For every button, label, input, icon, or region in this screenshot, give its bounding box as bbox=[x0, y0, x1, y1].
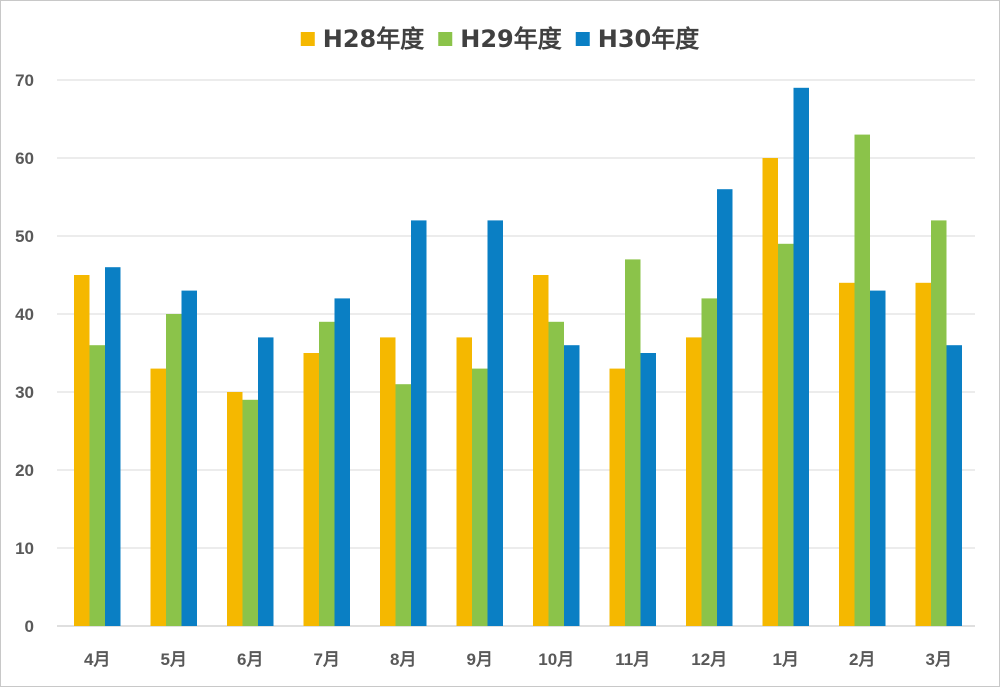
legend-label: H29年度 bbox=[460, 25, 562, 53]
bar-H30年度-1月 bbox=[793, 87, 809, 627]
bar-H29年度-10月 bbox=[548, 321, 564, 626]
legend-swatch bbox=[438, 32, 453, 46]
bar-H30年度-5月 bbox=[181, 290, 197, 626]
legend-item: H29年度 bbox=[438, 25, 563, 53]
legend-item: H28年度 bbox=[300, 25, 425, 53]
bar-H30年度-2月 bbox=[870, 290, 886, 626]
bar-H28年度-8月 bbox=[380, 337, 396, 626]
y-tick-label: 20 bbox=[15, 461, 34, 480]
x-tick-label: 10月 bbox=[538, 650, 574, 669]
bar-H29年度-9月 bbox=[472, 368, 488, 626]
bar-H30年度-7月 bbox=[334, 298, 350, 626]
bar-H28年度-11月 bbox=[609, 368, 625, 626]
bar-H28年度-6月 bbox=[227, 392, 243, 626]
bar-H28年度-1月 bbox=[762, 158, 778, 626]
bar-H29年度-1月 bbox=[778, 243, 794, 627]
bar-H30年度-9月 bbox=[487, 220, 503, 626]
bar-H29年度-12月 bbox=[701, 298, 717, 626]
bar-H30年度-6月 bbox=[258, 337, 274, 626]
legend-label: H30年度 bbox=[598, 25, 700, 53]
y-tick-label: 40 bbox=[15, 305, 34, 324]
bar-H28年度-7月 bbox=[303, 353, 319, 626]
bar-H30年度-12月 bbox=[717, 189, 733, 626]
x-axis-ticks: 4月 5月 6月 7月 8月 9月 10月 11月 12月 1月 2月 3月 bbox=[84, 650, 952, 669]
bar-H28年度-2月 bbox=[839, 282, 855, 626]
y-tick-label: 60 bbox=[15, 149, 34, 168]
bar-H30年度-4月 bbox=[105, 267, 121, 626]
x-tick-label: 11月 bbox=[615, 650, 650, 669]
bar-H28年度-4月 bbox=[74, 275, 90, 626]
bar-H29年度-7月 bbox=[319, 321, 335, 626]
bar-H28年度-3月 bbox=[915, 282, 931, 626]
y-tick-label: 0 bbox=[25, 617, 34, 636]
legend-swatch bbox=[575, 32, 590, 46]
bar-H29年度-8月 bbox=[395, 384, 411, 626]
bar-H29年度-6月 bbox=[242, 399, 258, 626]
bar-H29年度-4月 bbox=[89, 345, 105, 626]
bar-H30年度-8月 bbox=[411, 220, 427, 626]
legend-item: H30年度 bbox=[575, 25, 700, 53]
y-tick-label: 10 bbox=[15, 539, 34, 558]
x-tick-label: 3月 bbox=[926, 650, 952, 669]
bar-H30年度-11月 bbox=[640, 353, 656, 626]
gridlines bbox=[57, 79, 975, 627]
x-tick-label: 5月 bbox=[161, 650, 187, 669]
y-tick-label: 50 bbox=[15, 227, 34, 246]
y-tick-label: 70 bbox=[15, 71, 34, 90]
bars bbox=[74, 87, 962, 627]
y-tick-label: 30 bbox=[15, 383, 34, 402]
x-tick-label: 6月 bbox=[237, 650, 263, 669]
legend: H28年度 H29年度 H30年度 bbox=[300, 25, 700, 53]
x-tick-label: 8月 bbox=[390, 650, 416, 669]
bar-H28年度-5月 bbox=[150, 368, 166, 626]
bar-H29年度-5月 bbox=[166, 314, 182, 626]
x-tick-label: 2月 bbox=[849, 650, 875, 669]
x-tick-label: 1月 bbox=[773, 650, 799, 669]
x-tick-label: 9月 bbox=[467, 650, 493, 669]
bar-H28年度-9月 bbox=[456, 337, 472, 626]
bar-H29年度-3月 bbox=[931, 220, 947, 626]
legend-label: H28年度 bbox=[323, 25, 425, 53]
bar-H30年度-10月 bbox=[564, 345, 580, 626]
x-tick-label: 4月 bbox=[84, 650, 110, 669]
bar-H28年度-10月 bbox=[533, 275, 549, 626]
bar-H28年度-12月 bbox=[686, 337, 702, 626]
bar-H30年度-3月 bbox=[946, 345, 962, 626]
y-axis-ticks: 0 10 20 30 40 50 60 70 bbox=[15, 71, 34, 636]
x-tick-label: 12月 bbox=[691, 650, 727, 669]
legend-swatch bbox=[300, 32, 315, 46]
bar-H29年度-11月 bbox=[625, 259, 641, 626]
bar-H29年度-2月 bbox=[854, 134, 870, 626]
x-tick-label: 7月 bbox=[314, 650, 340, 669]
